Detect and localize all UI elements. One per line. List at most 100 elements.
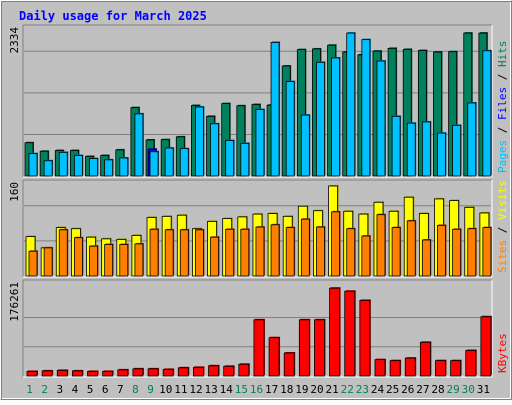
- x-tick-label-30: 30: [462, 383, 475, 396]
- x-tick-label-15: 15: [235, 383, 248, 396]
- bar-pages-day-17: [270, 41, 281, 177]
- bar-sites-day-2-face: [43, 247, 53, 277]
- bar-sites-day-25: [391, 226, 402, 277]
- bar-kbytes-day-16: [253, 318, 265, 377]
- bar-kbytes-day-14: [223, 365, 235, 377]
- bar-sites-day-31-face: [482, 227, 492, 277]
- bar-pages-day-16-face: [255, 109, 265, 177]
- bar-kbytes-day-15-face: [238, 363, 250, 377]
- bar-sites-day-9-face: [149, 228, 159, 277]
- bar-pages-day-20-face: [316, 61, 325, 177]
- bar-kbytes-day-24: [374, 358, 386, 377]
- bar-kbytes-day-12: [193, 366, 205, 377]
- bar-sites-day-23-face: [361, 235, 371, 277]
- bar-kbytes-day-14-face: [223, 365, 235, 377]
- bar-pages-day-4-face: [73, 155, 83, 177]
- bar-sites-day-3: [58, 228, 69, 277]
- bar-kbytes-day-1-face: [26, 371, 38, 377]
- bar-kbytes-day-24-face: [374, 359, 386, 377]
- bar-sites-day-25-face: [391, 227, 401, 277]
- bar-sites-day-24-face: [376, 214, 386, 277]
- bar-sites-day-8-face: [134, 243, 144, 277]
- bar-sites-day-4-face: [73, 237, 83, 277]
- bar-kbytes-day-15: [238, 363, 250, 377]
- bar-sites-day-20: [316, 226, 326, 277]
- bar-sites-day-15-face: [240, 228, 250, 277]
- bar-kbytes-day-12-face: [193, 366, 204, 377]
- bar-kbytes-day-3: [56, 369, 69, 377]
- bar-kbytes-day-28: [435, 359, 447, 377]
- bar-pages-day-20: [316, 61, 326, 177]
- panel-1: 2334 Pages / Files / Hits: [8, 24, 509, 178]
- bar-pages-day-8: [134, 112, 144, 177]
- bar-sites-day-17: [270, 223, 281, 277]
- bar-kbytes-day-30: [465, 349, 477, 377]
- bar-kbytes-day-28-face: [435, 360, 446, 377]
- x-tick-label-24: 24: [371, 383, 385, 396]
- bar-sites-day-7: [119, 243, 129, 277]
- bar-pages-day-1-face: [28, 153, 38, 177]
- bar-kbytes-day-20-face: [314, 319, 325, 377]
- legend-item-visits: Visits: [496, 180, 509, 220]
- bar-kbytes-day-11-face: [177, 367, 189, 377]
- x-tick-label-16: 16: [250, 383, 263, 396]
- bar-pages-day-1: [28, 152, 38, 177]
- y-max-label: 160: [8, 182, 21, 202]
- bar-pages-day-7: [119, 156, 129, 177]
- bar-kbytes-day-31-face: [480, 316, 492, 377]
- y-max-label: 176261: [8, 282, 21, 322]
- bar-pages-day-18-face: [285, 81, 295, 177]
- bar-sites-day-28: [437, 224, 447, 277]
- bar-kbytes-day-8-face: [132, 368, 144, 377]
- bar-kbytes-day-22-face: [344, 290, 356, 377]
- bar-pages-day-29-face: [452, 124, 462, 177]
- x-tick-label-2: 2: [41, 383, 48, 396]
- bar-kbytes-day-19: [298, 318, 311, 377]
- bar-sites-day-27-face: [421, 239, 431, 277]
- bar-sites-day-8: [134, 242, 144, 277]
- bar-sites-day-11: [179, 228, 190, 277]
- bar-sites-day-14: [225, 228, 235, 277]
- bar-kbytes-day-30-face: [465, 350, 477, 377]
- bar-kbytes-day-2-face: [41, 370, 53, 377]
- bar-pages-day-2: [43, 159, 54, 177]
- bar-pages-day-31: [482, 49, 492, 177]
- legend-separator: /: [496, 120, 509, 140]
- bar-sites-day-5: [89, 245, 99, 277]
- bar-sites-day-5-face: [89, 245, 98, 277]
- bar-sites-day-20-face: [316, 226, 325, 277]
- bar-pages-day-28: [437, 132, 447, 177]
- bar-sites-day-10-face: [164, 229, 174, 277]
- bar-sites-day-11-face: [179, 229, 189, 277]
- x-tick-label-9: 9: [147, 383, 154, 396]
- bar-kbytes-day-11: [177, 366, 190, 377]
- bar-pages-day-14: [225, 139, 235, 177]
- bar-pages-day-12: [195, 106, 205, 177]
- x-tick-label-31: 31: [477, 383, 490, 396]
- bar-kbytes-day-18-face: [283, 352, 295, 377]
- bar-pages-day-8-face: [134, 113, 144, 177]
- bar-sites-day-6-face: [104, 244, 114, 277]
- x-tick-label-4: 4: [72, 383, 79, 396]
- bar-sites-day-22: [346, 227, 356, 277]
- x-tick-label-7: 7: [117, 383, 124, 396]
- legend: Pages / Files / Hits: [496, 41, 509, 174]
- bar-pages-day-15: [240, 142, 250, 177]
- bar-sites-day-12: [195, 228, 205, 277]
- bar-kbytes-day-6: [102, 370, 114, 377]
- bar-kbytes-day-5: [87, 370, 99, 377]
- legend-item-sites: Sites: [496, 240, 509, 273]
- bar-sites-day-30-face: [467, 228, 477, 277]
- bar-pages-day-24: [376, 60, 386, 177]
- bar-pages-day-26-face: [406, 122, 416, 177]
- bar-pages-day-16: [255, 108, 265, 177]
- bar-pages-day-3-face: [58, 151, 68, 177]
- bar-kbytes-day-29-face: [450, 360, 462, 377]
- bar-kbytes-day-4: [71, 369, 84, 377]
- bar-kbytes-day-21: [329, 287, 341, 377]
- legend-item-files: Files: [496, 87, 509, 120]
- bar-sites-day-23: [361, 235, 371, 277]
- bar-kbytes-day-29: [450, 359, 462, 377]
